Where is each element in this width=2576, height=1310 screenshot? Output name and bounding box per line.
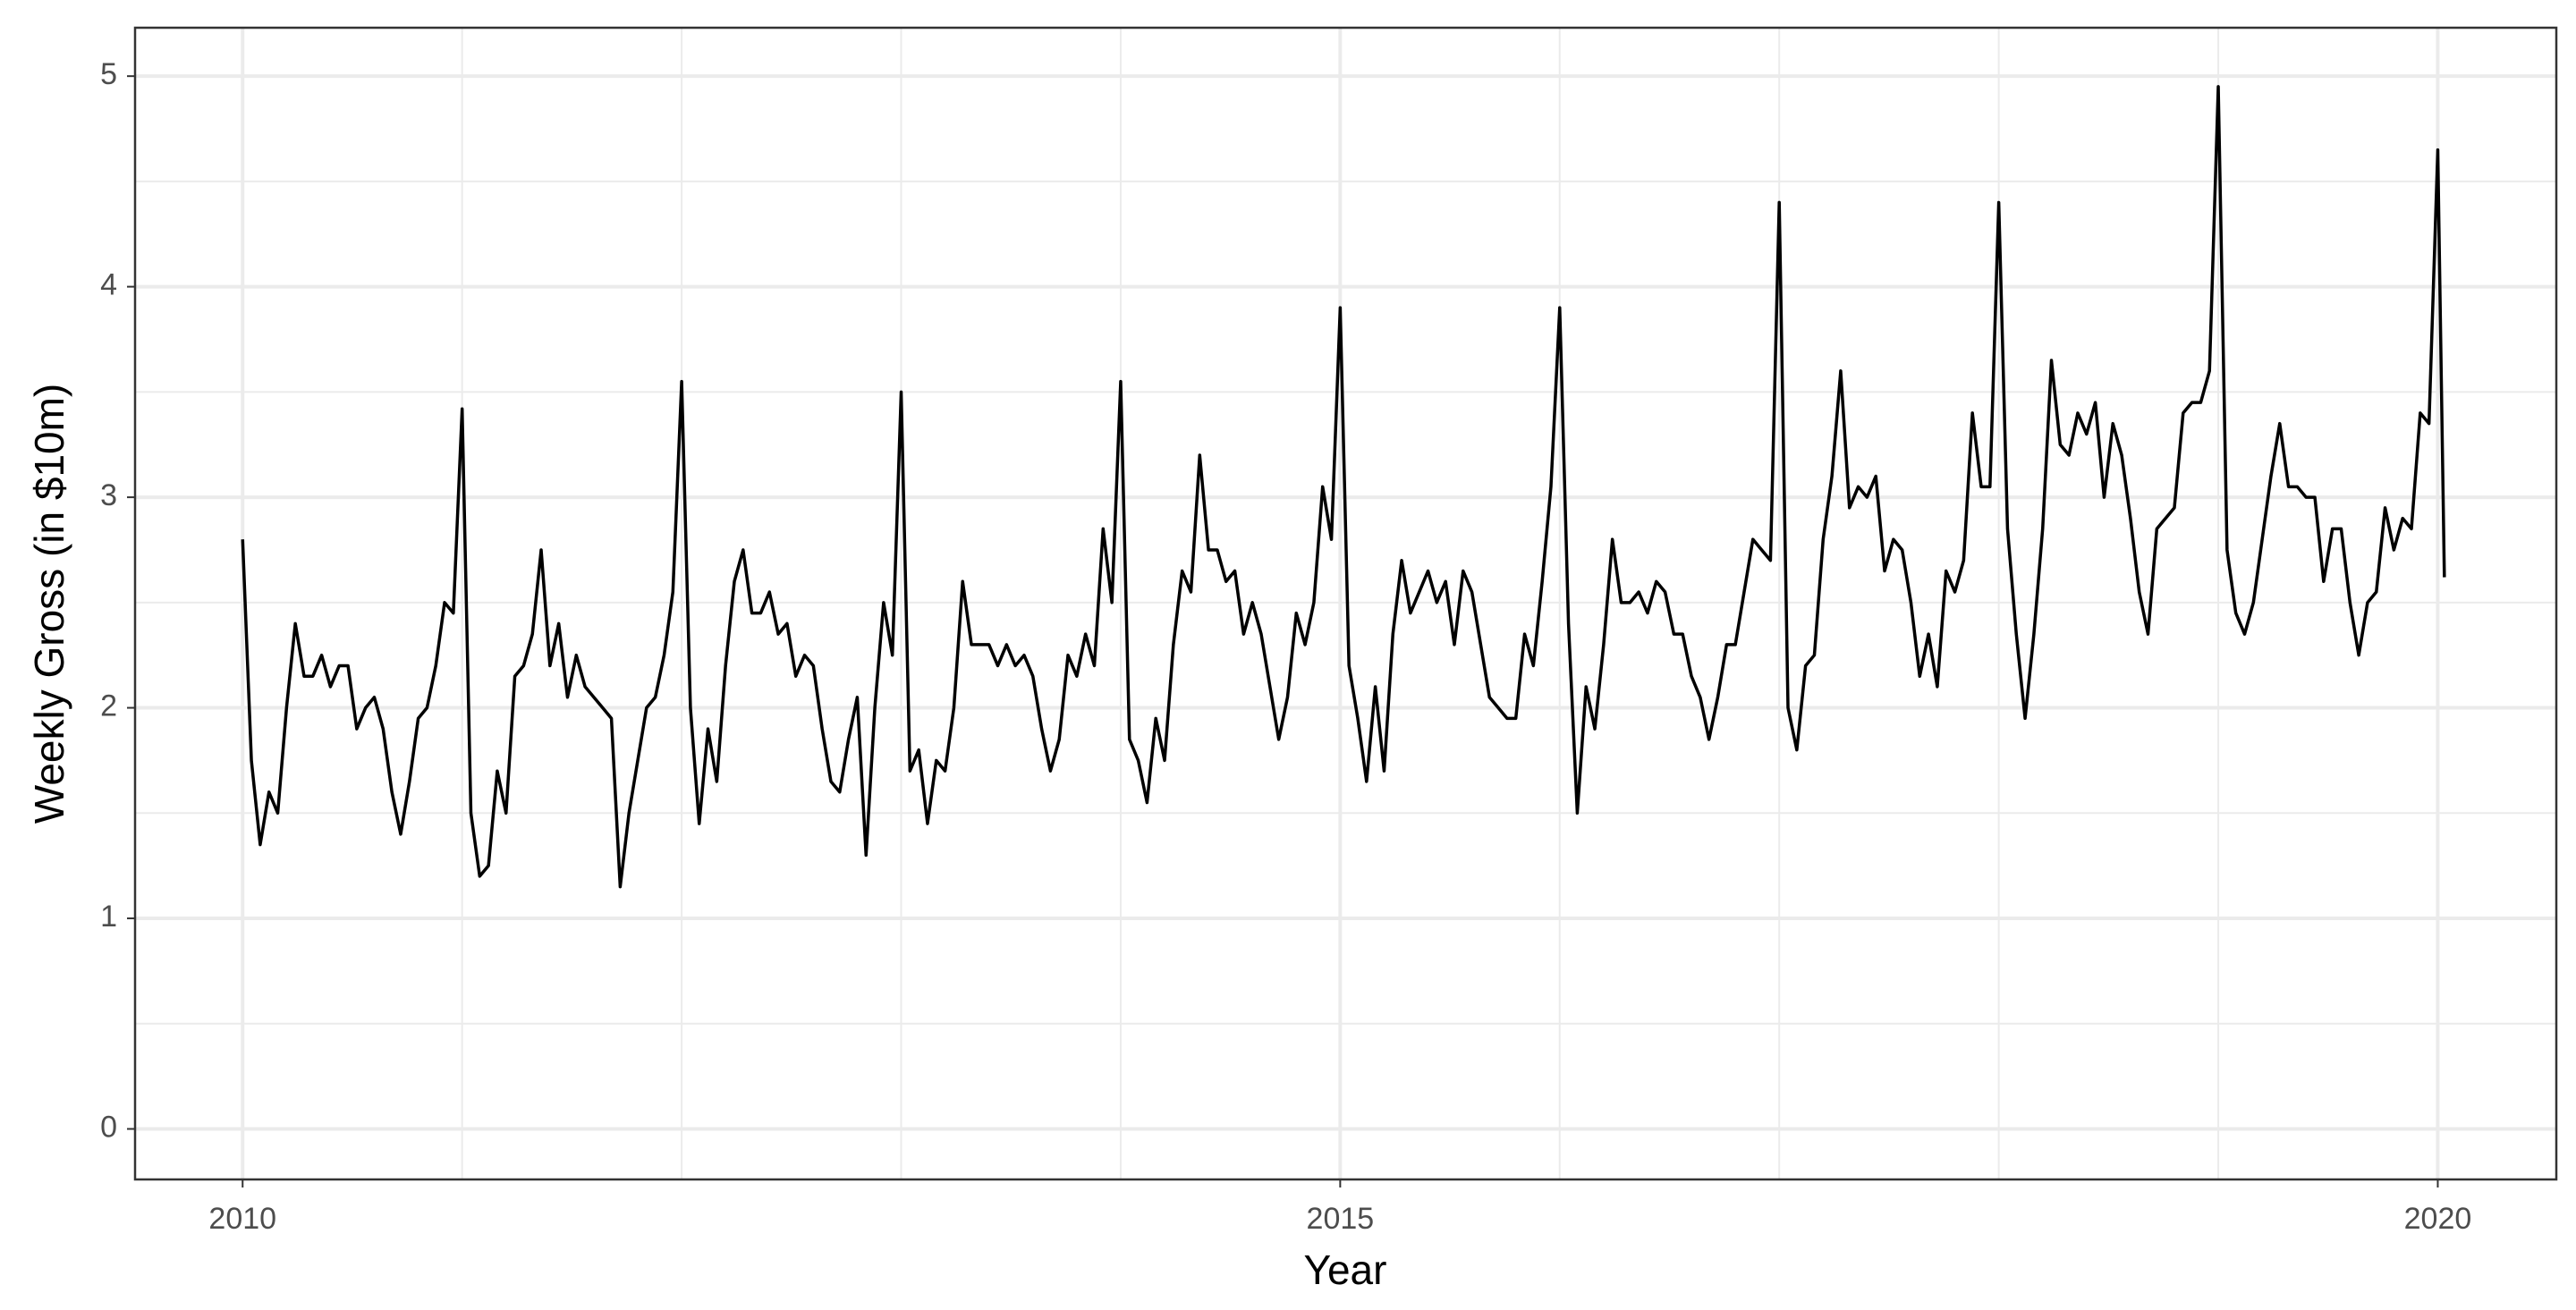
y-tick-label: 0 (100, 1110, 117, 1144)
x-tick-label: 2015 (1307, 1202, 1375, 1236)
x-axis-title: Year (1304, 1247, 1387, 1293)
x-tick-label: 2010 (208, 1202, 276, 1236)
x-tick-label: 2020 (2404, 1202, 2472, 1236)
y-tick-label: 4 (100, 268, 117, 302)
y-axis-title: Weekly Gross (in $10m) (26, 384, 72, 824)
line (241, 85, 2446, 889)
y-tick-label: 1 (100, 900, 117, 934)
y-tick-label: 5 (100, 57, 117, 91)
y-tick-label: 3 (100, 478, 117, 512)
y-tick-label: 2 (100, 689, 117, 723)
panel-border (133, 26, 2558, 1181)
